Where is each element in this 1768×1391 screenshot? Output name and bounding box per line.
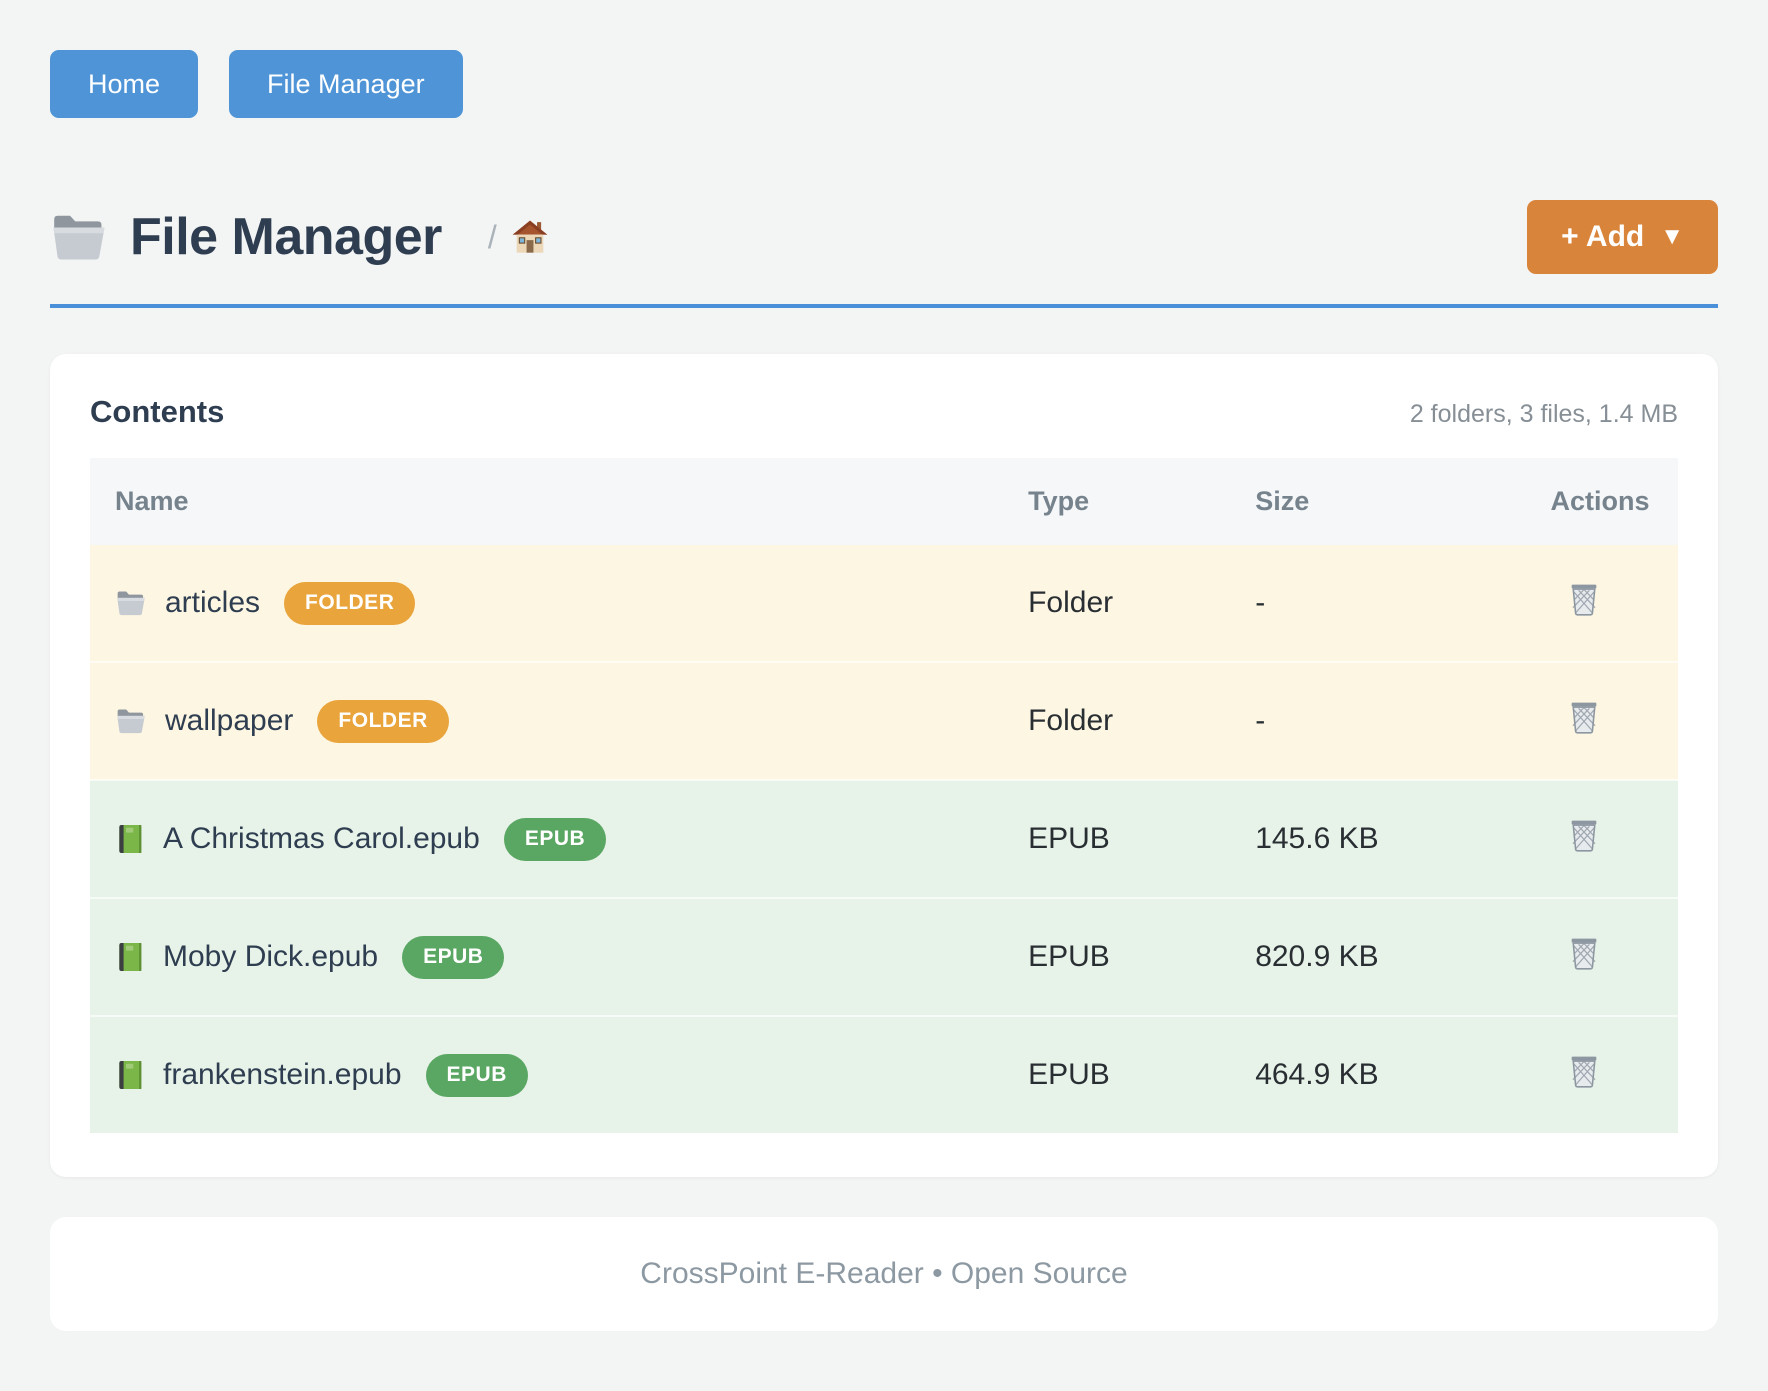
type-badge: EPUB [402, 935, 505, 979]
contents-header: Contents 2 folders, 3 files, 1.4 MB [90, 394, 1678, 430]
type-badge: EPUB [425, 1053, 528, 1097]
file-name[interactable]: frankenstein.epub [163, 1058, 402, 1092]
contents-card: Contents 2 folders, 3 files, 1.4 MB Name… [50, 354, 1718, 1178]
file-manager-button[interactable]: File Manager [229, 50, 463, 119]
home-button[interactable]: Home [50, 50, 199, 119]
top-nav: Home File Manager [50, 50, 1718, 119]
type-badge: EPUB [503, 817, 607, 861]
title-group: File Manager / [50, 207, 1527, 267]
book-icon [115, 941, 145, 973]
type-badge: FOLDER [317, 699, 449, 743]
delete-button[interactable] [1551, 697, 1603, 737]
column-header-type: Type [1003, 458, 1231, 546]
file-type: EPUB [1003, 1016, 1231, 1134]
trash-icon [1565, 933, 1603, 973]
trash-icon [1565, 697, 1603, 737]
breadcrumb: / [488, 219, 549, 256]
table-row: Moby Dick.epub EPUB EPUB 820.9 KB [90, 898, 1678, 1018]
delete-button[interactable] [1551, 815, 1603, 855]
folder-icon [115, 707, 147, 735]
table-row: frankenstein.epub EPUB EPUB 464.9 KB [90, 1016, 1678, 1134]
book-icon [115, 823, 145, 855]
file-size: 145.6 KB [1230, 780, 1526, 900]
table-row: A Christmas Carol.epub EPUB EPUB 145.6 K… [90, 780, 1678, 900]
file-name[interactable]: A Christmas Carol.epub [163, 822, 480, 856]
table-row: wallpaper FOLDER Folder - [90, 662, 1678, 782]
trash-icon [1565, 1051, 1603, 1091]
trash-icon [1565, 815, 1603, 855]
file-table: Name Type Size Actions articles FOLDER F… [90, 458, 1678, 1134]
column-header-actions: Actions [1525, 458, 1678, 546]
contents-heading: Contents [90, 394, 225, 430]
folder-icon [115, 589, 147, 617]
chevron-down-icon: ▼ [1660, 223, 1684, 251]
file-size: 464.9 KB [1230, 1016, 1526, 1134]
column-header-size: Size [1230, 458, 1526, 546]
file-type: EPUB [1003, 780, 1231, 900]
file-name[interactable]: Moby Dick.epub [163, 940, 379, 974]
book-icon [115, 1059, 145, 1091]
file-type: Folder [1003, 662, 1231, 782]
table-header-row: Name Type Size Actions [90, 458, 1678, 546]
file-size: - [1230, 545, 1526, 664]
column-header-name: Name [90, 458, 1004, 546]
file-size: 820.9 KB [1230, 898, 1526, 1018]
footer: CrossPoint E-Reader • Open Source [50, 1217, 1718, 1332]
file-name[interactable]: wallpaper [165, 704, 294, 738]
file-size: - [1230, 662, 1526, 782]
delete-button[interactable] [1551, 579, 1603, 619]
title-divider [50, 304, 1718, 309]
folder-icon [50, 211, 108, 263]
delete-button[interactable] [1551, 1051, 1603, 1091]
breadcrumb-separator: / [487, 218, 497, 255]
type-badge: FOLDER [284, 581, 416, 625]
contents-summary: 2 folders, 3 files, 1.4 MB [1409, 400, 1678, 429]
trash-icon [1565, 579, 1603, 619]
footer-text: CrossPoint E-Reader • Open Source [640, 1257, 1128, 1291]
file-type: EPUB [1003, 898, 1231, 1018]
add-button-label: + Add [1561, 220, 1645, 254]
file-name[interactable]: articles [165, 586, 261, 620]
table-row: articles FOLDER Folder - [90, 545, 1678, 664]
page-header: File Manager / + Add ▼ [50, 200, 1718, 275]
delete-button[interactable] [1551, 933, 1603, 973]
add-button[interactable]: + Add ▼ [1527, 200, 1718, 275]
file-type: Folder [1003, 545, 1231, 664]
page-title: File Manager [130, 208, 442, 267]
home-icon[interactable] [511, 219, 549, 255]
